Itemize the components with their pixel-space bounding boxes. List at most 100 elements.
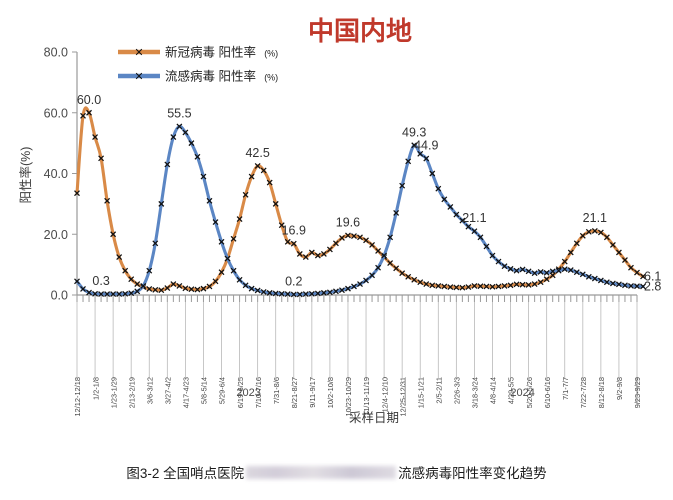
x-tick-label: 2/13-2/19 — [127, 377, 136, 408]
data-point-marker — [417, 279, 424, 286]
data-point-marker — [326, 246, 333, 253]
data-point-marker — [561, 258, 568, 265]
data-point-marker — [537, 279, 544, 286]
x-tick-label: 1/15-1/21 — [416, 377, 425, 408]
data-label: 0.2 — [285, 274, 302, 288]
data-point-marker — [206, 283, 213, 290]
data-point-marker — [628, 264, 634, 271]
data-point-marker — [302, 291, 309, 298]
data-point-marker — [634, 283, 640, 290]
data-point-marker — [248, 285, 255, 292]
data-label: 21.1 — [583, 211, 607, 225]
data-point-marker — [411, 276, 418, 283]
data-point-marker — [363, 277, 369, 284]
data-point-marker — [339, 287, 345, 294]
data-point-marker — [495, 283, 502, 290]
data-point-marker — [405, 273, 412, 280]
caption-suffix: 流感病毒阳性率变化趋势 — [398, 466, 547, 481]
data-label: 60.0 — [77, 93, 101, 107]
figure-caption: 图3-2 全国哨点医院 流感病毒阳性率变化趋势 — [0, 462, 673, 482]
data-point-marker — [308, 249, 315, 256]
x-tick-label: 8/21-8/27 — [290, 377, 299, 408]
data-point-marker — [387, 234, 394, 241]
series-0 — [74, 106, 646, 294]
data-point-marker — [411, 142, 418, 149]
data-point-marker — [537, 268, 544, 275]
data-point-marker — [92, 134, 99, 140]
data-point-marker — [441, 196, 448, 203]
data-point-marker — [74, 190, 80, 197]
data-point-marker — [519, 281, 526, 288]
data-point-marker — [597, 229, 604, 236]
data-point-marker — [170, 134, 177, 140]
x-tick-label: 3/18-3/24 — [471, 377, 480, 408]
x-tick-label: 4/29-5/5 — [507, 377, 516, 404]
x-tick-label: 3/6-3/12 — [145, 377, 154, 404]
data-point-marker — [110, 291, 117, 298]
data-point-marker — [477, 283, 484, 290]
data-point-marker — [314, 290, 321, 297]
data-point-marker — [549, 268, 556, 275]
y-tick-label: 60.0 — [44, 106, 68, 120]
data-point-marker — [164, 285, 171, 291]
data-point-marker — [284, 238, 291, 245]
data-point-marker — [357, 281, 363, 288]
data-point-marker — [501, 263, 508, 270]
data-label: 16.9 — [282, 224, 306, 238]
legend-label-0: 新冠病毒 阳性率 — [165, 45, 256, 60]
data-point-marker — [266, 179, 273, 186]
data-label: 42.5 — [245, 146, 269, 160]
data-point-marker — [483, 243, 490, 250]
data-point-marker — [254, 287, 261, 294]
x-tick-label: 9/2-9/8 — [615, 377, 624, 400]
data-point-marker — [507, 265, 514, 272]
data-point-marker — [254, 162, 261, 169]
data-point-marker — [591, 275, 598, 282]
data-point-marker — [579, 271, 586, 278]
data-point-marker — [609, 241, 616, 248]
data-point-marker — [513, 267, 520, 274]
data-point-marker — [495, 258, 502, 265]
data-point-marker — [351, 283, 357, 290]
data-point-marker — [483, 283, 490, 290]
data-point-marker — [218, 269, 225, 276]
data-point-marker — [140, 282, 147, 289]
data-point-marker — [471, 282, 478, 289]
data-point-marker — [423, 281, 430, 288]
data-point-marker — [176, 282, 183, 289]
data-point-marker — [459, 217, 466, 224]
data-label: 49.3 — [402, 125, 426, 139]
legend-marker-icon: ✕ — [134, 47, 143, 59]
legend-unit-1: (%) — [264, 73, 278, 83]
data-point-marker — [603, 279, 610, 286]
data-point-marker — [429, 282, 436, 289]
data-point-marker — [134, 281, 141, 288]
data-point-marker — [573, 269, 580, 276]
data-point-marker — [290, 240, 297, 247]
x-axis-title: 采样日期 — [349, 410, 399, 425]
data-point-marker — [332, 288, 339, 295]
x-tick-label: 12/25-12/31 — [398, 377, 407, 416]
data-point-marker — [308, 290, 315, 297]
data-point-marker — [290, 291, 297, 298]
data-point-marker — [212, 278, 219, 285]
x-tick-label: 2/26-3/3 — [453, 377, 462, 404]
x-tick-label: 2/5-2/11 — [434, 377, 443, 404]
x-tick-label: 5/29-6/4 — [218, 377, 227, 404]
data-label: 0.3 — [92, 274, 109, 288]
data-point-marker — [320, 251, 327, 257]
data-point-marker — [116, 254, 123, 260]
x-tick-label: 5/8-5/14 — [200, 377, 209, 404]
data-point-marker — [531, 281, 538, 288]
x-tick-label: 1/23-1/29 — [109, 377, 118, 408]
data-point-marker — [435, 282, 442, 289]
x-tick-label: 11/13-11/19 — [362, 377, 371, 415]
series-1 — [74, 123, 646, 298]
data-point-marker — [441, 283, 448, 290]
data-point-marker — [230, 267, 237, 274]
data-point-marker — [80, 285, 86, 292]
data-point-marker — [260, 167, 267, 174]
data-point-marker — [146, 285, 153, 292]
data-point-marker — [363, 237, 369, 244]
data-point-marker — [260, 289, 267, 295]
